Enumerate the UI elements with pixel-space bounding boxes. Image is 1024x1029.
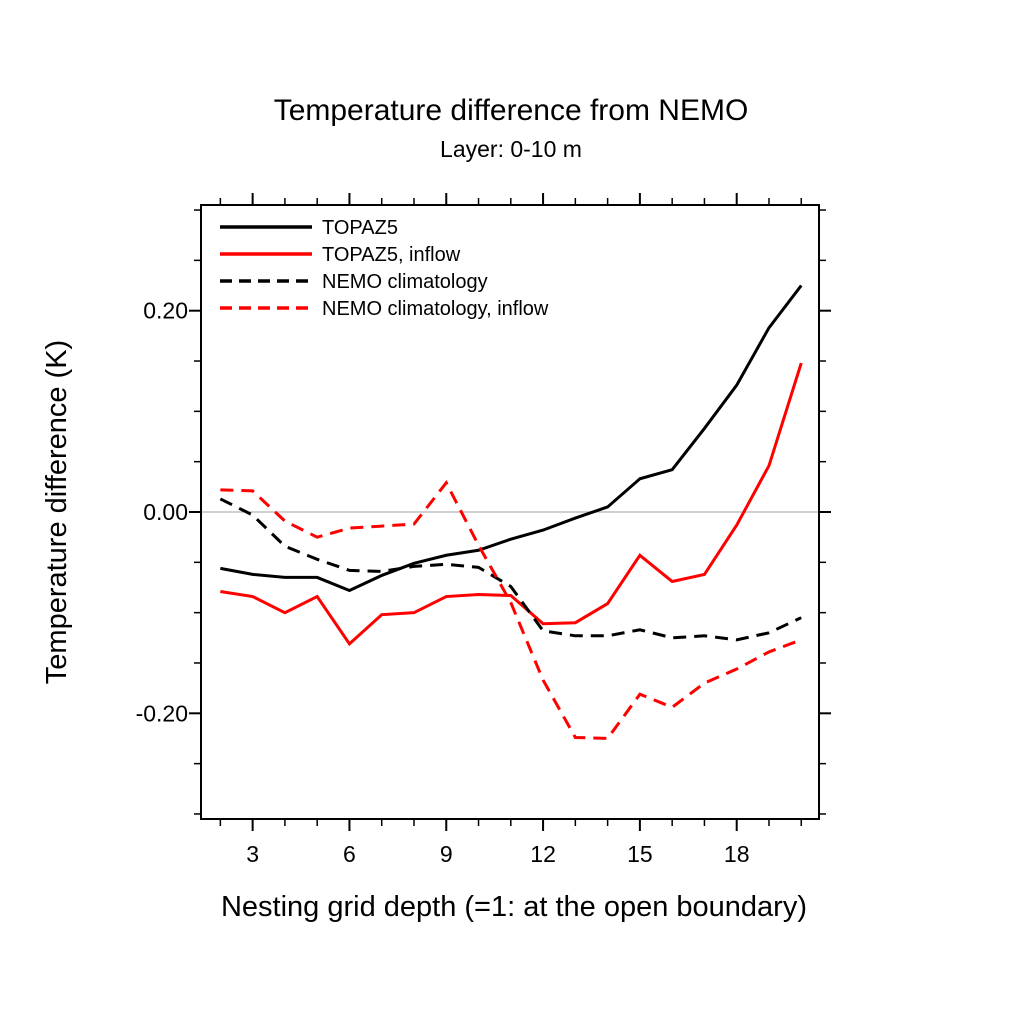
series-line-nemo-climatology [219, 497, 802, 642]
series-line-topaz5 [220, 284, 803, 593]
series-line-topaz5-inflow [220, 362, 803, 647]
y-tick-label: 0.20 [143, 298, 188, 324]
y-axis-label: Temperature difference (K) [41, 340, 73, 684]
chart-subtitle: Layer: 0-10 m [440, 136, 582, 162]
x-tick-label: 18 [724, 841, 750, 867]
x-tick-label: 12 [530, 841, 556, 867]
legend-label-topaz5-inflow: TOPAZ5, inflow [322, 244, 461, 266]
chart-title: Temperature difference from NEMO [274, 94, 749, 127]
legend-label-topaz5: TOPAZ5 [322, 217, 398, 239]
x-axis-label: Nesting grid depth (=1: at the open boun… [221, 891, 807, 923]
legend-label-nemo-climatology-inflow: NEMO climatology, inflow [322, 298, 549, 320]
legend-label-nemo-climatology: NEMO climatology [322, 271, 488, 293]
x-tick-label: 3 [246, 841, 259, 867]
y-tick-label: 0.00 [143, 499, 188, 525]
plot-area: 3 6 9 12 15 18 0.20 0.00 -0.20 TOPAZ5 TOPAZ5, infl… [136, 193, 831, 867]
y-tick-label: -0.20 [136, 700, 188, 726]
x-tick-label: 6 [343, 841, 356, 867]
x-tick-label: 15 [627, 841, 653, 867]
series-line-nemo-climatology-inflow [220, 480, 802, 740]
x-tick-label: 9 [440, 841, 453, 867]
